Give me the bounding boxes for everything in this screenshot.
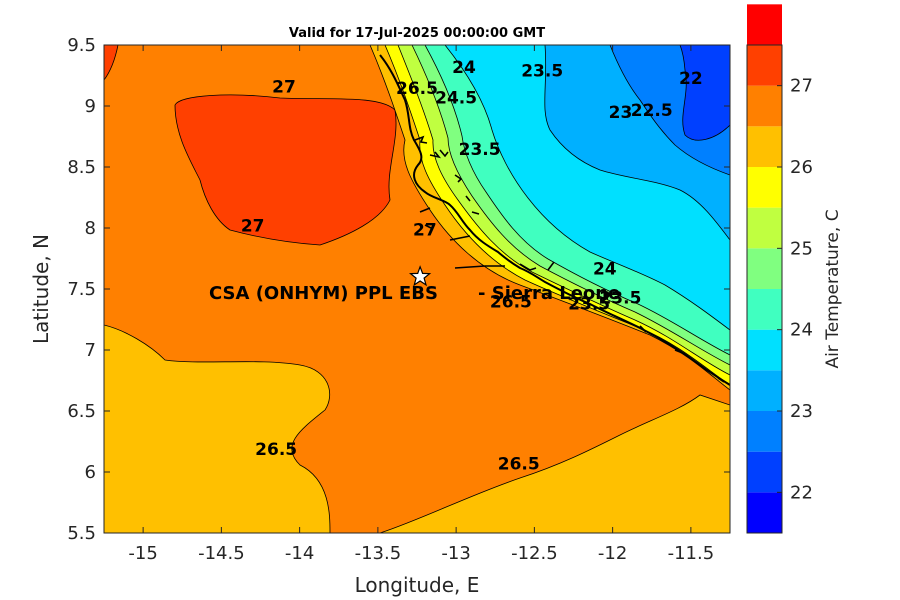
site-country-label: - Sierra Leone — [478, 283, 620, 304]
colorbar-title: Air Temperature, C — [823, 209, 843, 368]
colorbar-segment — [747, 45, 782, 86]
x-tick-label: -12.5 — [511, 543, 558, 564]
contour-label: 22 — [679, 69, 703, 89]
y-tick-label: 9 — [85, 96, 96, 117]
colorbar-segment — [747, 85, 782, 127]
contour-label: 27 — [413, 220, 437, 240]
y-tick-label: 6.5 — [67, 401, 96, 422]
contour-label: 23.5 — [459, 140, 501, 160]
y-tick-label: 8.5 — [67, 157, 96, 178]
x-tick-label: -14.5 — [198, 543, 245, 564]
x-axis: -15 -14.5 -14 -13.5 -13 -12.5 -12 -11.5 — [128, 45, 714, 564]
y-tick-label: 7.5 — [67, 279, 96, 300]
y-axis: 5.5 6 6.5 7 7.5 8 8.5 9 9.5 — [67, 35, 730, 544]
contour-label: 22.5 — [631, 101, 673, 121]
contour-label: 27 — [272, 78, 296, 98]
site-star-icon — [408, 265, 432, 287]
x-tick-label: -11.5 — [668, 543, 715, 564]
colorbar-frame — [746, 44, 783, 534]
chart-title: Valid for 17-Jul-2025 00:00:00 GMT — [289, 26, 545, 41]
colorbar-tick-label: 26 — [790, 157, 813, 178]
contour-label: 26.5 — [498, 455, 540, 475]
band-25.5-26-west — [104, 324, 331, 533]
colorbar-segment — [747, 207, 782, 249]
x-tick-label: -13 — [441, 543, 470, 564]
x-tick-label: -13.5 — [355, 543, 402, 564]
site-name-label: CSA (ONHYM) PPL EBS — [209, 283, 438, 304]
contour-label: 24.5 — [435, 89, 477, 109]
contour-label: 24 — [452, 58, 476, 78]
x-tick-label: -12 — [598, 543, 627, 564]
y-tick-label: 7 — [85, 340, 96, 361]
x-axis-title: Longitude, E — [355, 573, 480, 597]
colorbar-segment — [747, 451, 782, 493]
band-26.5-27-patch — [174, 94, 397, 246]
x-tick-label: -15 — [128, 543, 157, 564]
colorbar-segment — [747, 329, 782, 371]
colorbar-segment — [747, 167, 782, 208]
y-axis-title: Latitude, N — [29, 234, 53, 344]
contour-label: 26.5 — [396, 79, 438, 99]
colorbar-segment — [747, 126, 782, 167]
contour-label: 27 — [241, 217, 265, 237]
colorbar-segment — [747, 289, 782, 330]
contour-label: 23.5 — [568, 295, 610, 315]
contour-label: 23.5 — [521, 62, 563, 82]
site-layer — [408, 265, 432, 287]
colorbar-tick-label: 22 — [790, 482, 813, 503]
y-tick-label: 5.5 — [67, 523, 96, 544]
y-tick-label: 9.5 — [67, 35, 96, 56]
colorbar-segment — [747, 492, 782, 533]
contour-label: 23 — [609, 103, 633, 123]
colorbar-segment — [747, 4, 782, 46]
contour-label: 26.5 — [255, 440, 297, 460]
contour-label: 23.5 — [599, 289, 641, 309]
colorbar-segment — [747, 370, 782, 411]
colorbar-tick-label: 23 — [790, 401, 813, 422]
colorbar-tick-label: 25 — [790, 238, 813, 259]
band-21.5-22 — [679, 45, 730, 141]
colorbar-tick-label: 27 — [790, 76, 813, 97]
coastline — [379, 54, 730, 386]
colorbar: 22 23 24 25 26 27 — [747, 4, 813, 533]
y-tick-label: 6 — [85, 462, 96, 483]
contour-label: 24 — [593, 259, 617, 279]
band-25.5-26-east — [379, 394, 730, 533]
coastline-detail — [414, 135, 725, 383]
y-tick-label: 8 — [85, 218, 96, 239]
colorbar-segment — [747, 248, 782, 289]
contour-label: 26.5 — [490, 292, 532, 312]
x-tick-label: -14 — [285, 543, 314, 564]
colorbar-tick-label: 24 — [790, 320, 813, 341]
colorbar-segment — [747, 411, 782, 452]
